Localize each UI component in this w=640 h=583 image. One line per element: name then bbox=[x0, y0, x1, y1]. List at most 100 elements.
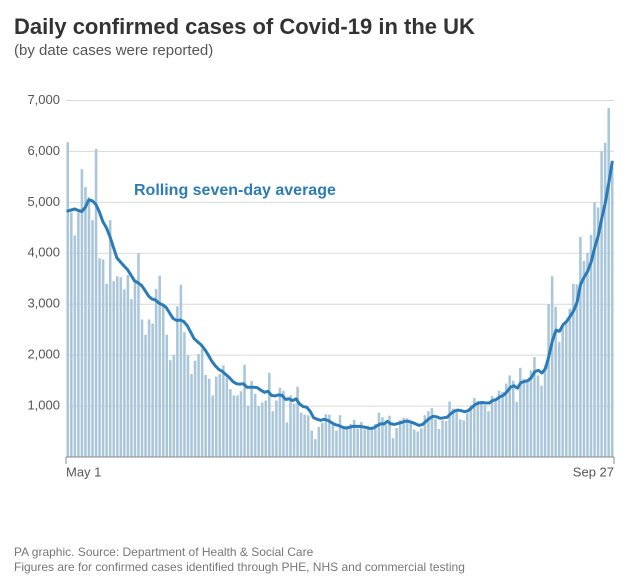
bar bbox=[392, 438, 395, 457]
bar bbox=[565, 322, 568, 457]
bar bbox=[413, 429, 416, 457]
ytick-label: 7,000 bbox=[27, 92, 60, 107]
bar bbox=[250, 381, 253, 457]
footer: PA graphic. Source: Department of Health… bbox=[14, 545, 465, 575]
bar bbox=[342, 427, 345, 457]
bar bbox=[190, 374, 193, 457]
bar bbox=[176, 306, 179, 457]
bar bbox=[88, 197, 91, 457]
bar bbox=[303, 415, 306, 457]
bar bbox=[201, 349, 204, 457]
bar bbox=[162, 306, 165, 457]
bar bbox=[66, 142, 69, 457]
bar bbox=[445, 421, 448, 457]
bar bbox=[487, 411, 490, 457]
bar bbox=[466, 413, 469, 457]
bar bbox=[491, 396, 494, 457]
series-label: Rolling seven-day average bbox=[134, 182, 336, 199]
bar bbox=[526, 380, 529, 457]
bar bbox=[583, 261, 586, 457]
bar bbox=[74, 235, 77, 457]
chart-card: Daily confirmed cases of Covid-19 in the… bbox=[0, 0, 640, 583]
bar bbox=[462, 420, 465, 457]
bar bbox=[102, 259, 105, 457]
footer-line-2: Figures are for confirmed cases identifi… bbox=[14, 560, 465, 575]
bar bbox=[183, 332, 186, 457]
chart: 1,0002,0003,0004,0005,0006,0007,000May 1… bbox=[14, 65, 624, 505]
xtick-label-left: May 1 bbox=[66, 465, 101, 480]
bar bbox=[346, 427, 349, 457]
bar bbox=[233, 395, 236, 457]
bar bbox=[452, 409, 455, 457]
bar bbox=[84, 187, 87, 457]
footer-line-1: PA graphic. Source: Department of Health… bbox=[14, 545, 465, 560]
bar bbox=[95, 149, 98, 457]
bar bbox=[551, 276, 554, 457]
bar bbox=[378, 413, 381, 457]
bar bbox=[144, 335, 147, 457]
bar bbox=[215, 377, 218, 457]
bar bbox=[155, 289, 158, 457]
bar bbox=[279, 388, 282, 457]
bar bbox=[544, 365, 547, 457]
bar bbox=[611, 167, 614, 457]
bar bbox=[282, 391, 285, 457]
bar bbox=[420, 428, 423, 457]
bar bbox=[399, 420, 402, 457]
bar bbox=[229, 389, 232, 457]
bar bbox=[134, 281, 137, 457]
bar bbox=[459, 419, 462, 457]
bar bbox=[300, 413, 303, 457]
bar bbox=[579, 237, 582, 457]
bar bbox=[455, 412, 458, 457]
page-subtitle: (by date cases were reported) bbox=[14, 42, 626, 59]
bar bbox=[148, 319, 151, 457]
bar bbox=[406, 418, 409, 457]
bar bbox=[576, 284, 579, 457]
bar bbox=[208, 379, 211, 457]
bar bbox=[187, 355, 190, 457]
bar bbox=[448, 401, 451, 457]
bar bbox=[501, 392, 504, 457]
bar bbox=[516, 402, 519, 457]
bar bbox=[109, 220, 112, 457]
bar bbox=[286, 422, 289, 457]
bar bbox=[367, 426, 370, 457]
ytick-label: 6,000 bbox=[27, 143, 60, 158]
bar bbox=[512, 381, 515, 457]
bar bbox=[222, 365, 225, 457]
bar bbox=[98, 258, 101, 457]
bar bbox=[219, 374, 222, 457]
xtick-label-right: Sep 27 bbox=[573, 465, 614, 480]
bar bbox=[321, 423, 324, 457]
ytick-label: 4,000 bbox=[27, 245, 60, 260]
bar bbox=[540, 386, 543, 457]
bars-group bbox=[66, 108, 613, 457]
ytick-label: 1,000 bbox=[27, 398, 60, 413]
bar bbox=[537, 376, 540, 457]
bar bbox=[197, 354, 200, 457]
bar bbox=[151, 324, 154, 457]
chart-svg: 1,0002,0003,0004,0005,0006,0007,000May 1… bbox=[14, 65, 624, 505]
ytick-label: 5,000 bbox=[27, 194, 60, 209]
bar bbox=[169, 360, 172, 457]
ytick-label: 2,000 bbox=[27, 347, 60, 362]
bar bbox=[417, 432, 420, 457]
bar bbox=[484, 405, 487, 457]
bar bbox=[558, 342, 561, 457]
bar bbox=[116, 276, 119, 457]
bar bbox=[470, 405, 473, 457]
bar bbox=[480, 403, 483, 457]
bar bbox=[254, 394, 257, 457]
bar bbox=[356, 428, 359, 457]
bar bbox=[477, 401, 480, 457]
bar bbox=[120, 277, 123, 457]
bar bbox=[173, 355, 176, 457]
bar bbox=[547, 304, 550, 457]
bar bbox=[434, 419, 437, 457]
bar bbox=[268, 373, 271, 457]
bar bbox=[243, 365, 246, 457]
bar bbox=[91, 220, 94, 457]
bar bbox=[494, 401, 497, 457]
bar bbox=[498, 391, 501, 457]
